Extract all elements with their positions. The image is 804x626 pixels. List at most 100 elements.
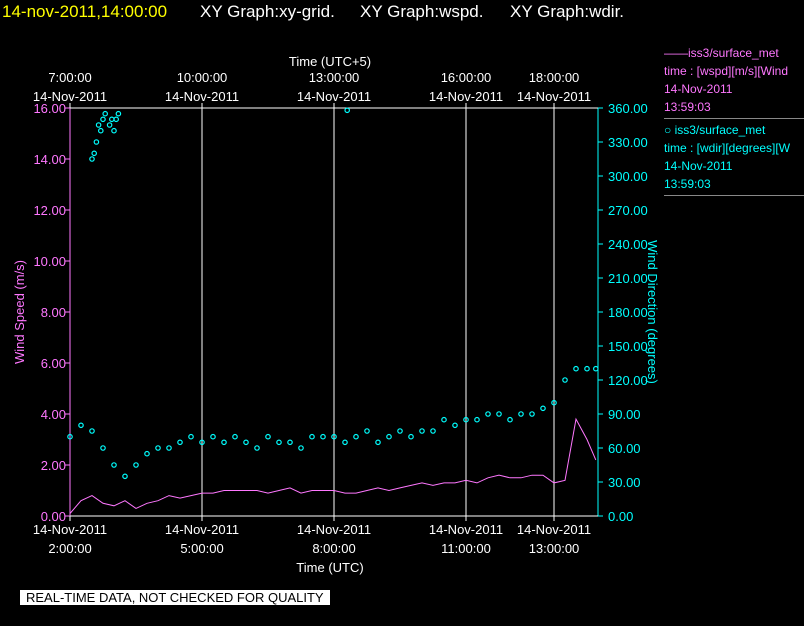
x-bottom-tick-time: 13:00:00 (529, 541, 580, 556)
graph-name-wspd: XY Graph:wspd. (360, 2, 484, 21)
wind-direction-point (276, 439, 282, 446)
tick-layer: 0.00 2.00 4.00 6.00 8.00 10.00 12.00 14.00 16.00… (33, 70, 648, 556)
y-right-tick-label: 180.00 (608, 305, 648, 320)
x-top-tick-time: 18:00:00 (529, 70, 580, 85)
wind-direction-point (507, 416, 513, 423)
legend-direction-time: 13:59:03 (664, 177, 711, 191)
title-bar: 14-nov-2011,14:00:00 XY Graph:xy-grid. X… (0, 0, 804, 26)
wind-direction-point (188, 433, 194, 440)
wind-direction-point (98, 127, 104, 134)
right-axis-label: Wind Direction (degrees) (645, 240, 660, 384)
x-bottom-tick-time: 2:00:00 (48, 541, 91, 556)
y-right-tick-label: 360.00 (608, 101, 648, 116)
y-left-tick-label: 6.00 (41, 356, 66, 371)
wind-direction-point (67, 433, 73, 440)
y-right-tick-label: 150.00 (608, 339, 648, 354)
y-left-tick-label: 0.00 (41, 509, 66, 524)
y-left-tick-label: 8.00 (41, 305, 66, 320)
wind-direction-point (265, 433, 271, 440)
wind-direction-point (95, 122, 102, 128)
y-left-tick-label: 10.00 (33, 254, 66, 269)
x-top-tick-time: 16:00:00 (441, 70, 492, 85)
wind-direction-point (111, 462, 117, 468)
wind-direction-point (144, 450, 150, 457)
x-top-tick-time: 10:00:00 (177, 70, 228, 85)
wind-direction-point (397, 428, 403, 434)
y-right-tick-label: 300.00 (608, 169, 648, 184)
x-top-tick-date: 14-Nov-2011 (429, 89, 503, 104)
wind-direction-point (386, 433, 392, 440)
wind-direction-point (452, 422, 458, 429)
wind-direction-point (408, 433, 414, 440)
wind-direction-point (573, 365, 579, 372)
wind-direction-point (474, 416, 480, 423)
wind-direction-point (592, 365, 599, 372)
y-right-tick-label: 330.00 (608, 135, 648, 150)
wind-direction-point (155, 445, 161, 451)
legend-divider (664, 118, 804, 119)
wind-direction-point (199, 439, 205, 446)
y-left-tick-label: 14.00 (33, 152, 66, 167)
y-right-tick-label: 90.00 (608, 407, 641, 422)
wind-direction-point (375, 439, 381, 446)
wind-direction-point (106, 122, 113, 128)
y-right-tick-label: 240.00 (608, 237, 648, 252)
wind-direction-point (232, 433, 238, 440)
wind-direction-point (298, 445, 304, 451)
wind-direction-point (254, 445, 260, 451)
legend-entry-speed: ——iss3/surface_met time : [wspd][m/s][Wi… (664, 44, 804, 116)
y-right-tick-label: 0.00 (608, 509, 633, 524)
wind-direction-point (430, 428, 436, 434)
wind-direction-point (353, 433, 359, 440)
wind-direction-point (89, 156, 95, 162)
wind-direction-point (122, 473, 128, 480)
wind-direction-point (89, 428, 95, 434)
legend-speed-name: ——iss3/surface_met (664, 46, 779, 60)
legend: ——iss3/surface_met time : [wspd][m/s][Wi… (664, 44, 804, 198)
legend-direction-date: 14-Nov-2011 (664, 159, 733, 173)
wind-direction-point (496, 411, 502, 417)
wind-direction-point (102, 110, 109, 117)
graph-name-wdir: XY Graph:wdir. (510, 2, 625, 21)
wind-direction-point (364, 428, 370, 434)
wind-direction-point (551, 399, 557, 406)
wind-direction-point (109, 116, 115, 123)
x-bottom-tick-time: 8:00:00 (312, 541, 355, 556)
x-top-tick-date: 14-Nov-2011 (297, 89, 371, 104)
x-top-tick-time: 7:00:00 (48, 70, 91, 85)
wind-direction-point (331, 433, 337, 440)
grid-layer (201, 108, 555, 516)
wind-direction-point (320, 433, 326, 440)
top-axis-label: Time (UTC+5) (289, 54, 371, 69)
wind-direction-point (133, 462, 139, 468)
wind-direction-point (441, 416, 447, 423)
x-top-tick-date: 14-Nov-2011 (517, 89, 591, 104)
wind-direction-point (584, 365, 590, 372)
y-right-tick-label: 30.00 (608, 475, 641, 490)
x-bottom-tick-date: 14-Nov-2011 (33, 522, 107, 537)
wind-direction-point (177, 439, 183, 446)
legend-entry-direction: ○ iss3/surface_met time : [wdir][degrees… (664, 121, 804, 193)
wind-direction-point (100, 116, 106, 123)
x-bottom-tick-time: 5:00:00 (180, 541, 223, 556)
wind-direction-point (344, 107, 351, 114)
x-bottom-tick-time: 11:00:00 (441, 541, 491, 556)
wind-direction-point (518, 411, 524, 417)
quality-warning: REAL-TIME DATA, NOT CHECKED FOR QUALITY (20, 590, 330, 605)
wind-direction-point (243, 439, 249, 446)
wind-direction-point (166, 445, 172, 451)
wind-direction-point (287, 439, 293, 446)
wind-direction-point (93, 139, 100, 145)
x-top-tick-time: 13:00:00 (309, 70, 360, 85)
y-right-tick-label: 60.00 (608, 441, 641, 456)
wind-direction-point (91, 150, 98, 157)
wind-direction-point (419, 428, 425, 434)
x-bottom-tick-date: 14-Nov-2011 (297, 522, 371, 537)
graph-name-xy-grid: XY Graph:xy-grid. (200, 2, 335, 21)
wind-speed-line (69, 417, 597, 514)
x-top-tick-date: 14-Nov-2011 (33, 89, 107, 104)
legend-speed-time: 13:59:03 (664, 100, 711, 114)
x-bottom-tick-date: 14-Nov-2011 (429, 522, 503, 537)
wind-direction-point (485, 411, 491, 417)
